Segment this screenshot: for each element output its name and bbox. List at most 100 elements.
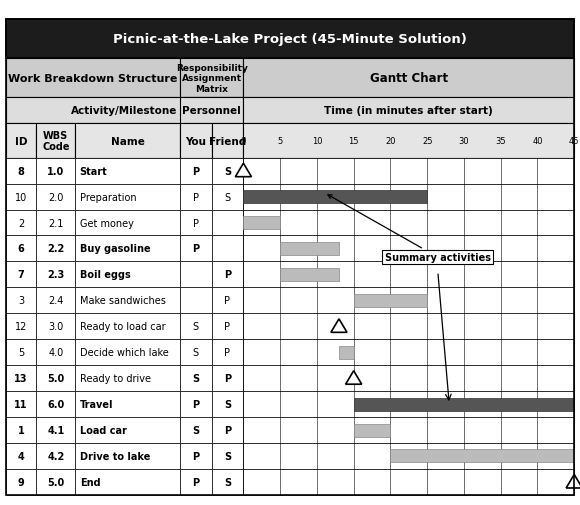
Bar bbox=[180, 210, 212, 236]
Bar bbox=[6, 469, 37, 495]
Bar bbox=[244, 262, 574, 288]
Bar bbox=[180, 288, 212, 314]
Text: P: P bbox=[193, 218, 199, 228]
Text: 15: 15 bbox=[349, 137, 359, 146]
Bar bbox=[180, 469, 212, 495]
Bar bbox=[6, 210, 37, 236]
Text: P: P bbox=[224, 322, 230, 332]
Bar bbox=[6, 339, 37, 366]
Bar bbox=[244, 159, 574, 184]
Text: Gantt Chart: Gantt Chart bbox=[369, 72, 448, 85]
Bar bbox=[280, 268, 339, 281]
Text: Ready to drive: Ready to drive bbox=[79, 373, 151, 383]
Text: S: S bbox=[193, 322, 199, 332]
Polygon shape bbox=[235, 164, 252, 177]
Bar bbox=[75, 469, 180, 495]
Bar bbox=[354, 424, 390, 437]
Text: Make sandwiches: Make sandwiches bbox=[79, 296, 165, 306]
Bar bbox=[212, 184, 244, 210]
Polygon shape bbox=[566, 475, 580, 488]
Text: Personnel: Personnel bbox=[183, 106, 241, 116]
Text: S: S bbox=[193, 425, 200, 435]
Text: P: P bbox=[193, 451, 200, 461]
Text: 30: 30 bbox=[459, 137, 469, 146]
Text: Picnic-at-the-Lake Project (45-Minute Solution): Picnic-at-the-Lake Project (45-Minute So… bbox=[113, 33, 467, 46]
Bar bbox=[212, 339, 244, 366]
Bar bbox=[212, 366, 244, 391]
Polygon shape bbox=[331, 319, 347, 333]
Bar bbox=[37, 124, 75, 159]
Text: Get money: Get money bbox=[79, 218, 133, 228]
Text: P: P bbox=[224, 347, 230, 358]
Text: 7: 7 bbox=[18, 270, 24, 280]
Bar bbox=[37, 366, 75, 391]
Bar bbox=[6, 391, 37, 417]
Bar bbox=[212, 124, 244, 159]
Bar bbox=[75, 443, 180, 469]
Text: 1: 1 bbox=[18, 425, 24, 435]
Text: S: S bbox=[224, 166, 231, 176]
Text: 5.0: 5.0 bbox=[47, 373, 64, 383]
Bar bbox=[37, 469, 75, 495]
Bar bbox=[390, 449, 574, 463]
Text: S: S bbox=[224, 451, 231, 461]
Text: S: S bbox=[224, 477, 231, 487]
Text: 11: 11 bbox=[14, 399, 28, 409]
Text: 6: 6 bbox=[18, 244, 24, 254]
Bar bbox=[354, 398, 574, 411]
Text: You: You bbox=[186, 136, 206, 146]
Bar bbox=[37, 236, 75, 262]
Bar bbox=[37, 391, 75, 417]
Text: Preparation: Preparation bbox=[79, 192, 136, 202]
Bar bbox=[75, 236, 180, 262]
Bar bbox=[180, 366, 212, 391]
Text: Summary activities: Summary activities bbox=[328, 195, 491, 263]
Text: 3: 3 bbox=[18, 296, 24, 306]
Bar bbox=[244, 236, 574, 262]
Bar bbox=[180, 59, 244, 98]
Bar bbox=[212, 159, 244, 184]
Bar bbox=[212, 314, 244, 339]
Bar bbox=[180, 262, 212, 288]
Text: 2.2: 2.2 bbox=[47, 244, 64, 254]
Bar bbox=[212, 288, 244, 314]
Text: Name: Name bbox=[111, 136, 144, 146]
Text: 35: 35 bbox=[495, 137, 506, 146]
Bar bbox=[75, 262, 180, 288]
Text: Load car: Load car bbox=[79, 425, 126, 435]
Polygon shape bbox=[346, 371, 362, 384]
Bar bbox=[280, 242, 339, 256]
Bar bbox=[6, 159, 37, 184]
Bar bbox=[244, 184, 574, 210]
Text: P: P bbox=[224, 270, 231, 280]
Text: 5.0: 5.0 bbox=[47, 477, 64, 487]
Bar bbox=[212, 210, 244, 236]
Text: Travel: Travel bbox=[79, 399, 113, 409]
Bar bbox=[6, 59, 180, 98]
Text: 45: 45 bbox=[569, 137, 579, 146]
Text: Decide which lake: Decide which lake bbox=[79, 347, 168, 358]
Bar bbox=[37, 288, 75, 314]
Text: 40: 40 bbox=[532, 137, 543, 146]
Bar bbox=[244, 210, 574, 236]
Text: Buy gasoline: Buy gasoline bbox=[79, 244, 150, 254]
Text: Responsibility
Assignment
Matrix: Responsibility Assignment Matrix bbox=[176, 64, 248, 93]
Bar bbox=[244, 469, 574, 495]
Text: Drive to lake: Drive to lake bbox=[79, 451, 150, 461]
Bar bbox=[37, 210, 75, 236]
Text: P: P bbox=[193, 477, 200, 487]
Bar bbox=[180, 339, 212, 366]
Bar bbox=[180, 98, 244, 124]
Text: 10: 10 bbox=[311, 137, 322, 146]
Text: Time (in minutes after start): Time (in minutes after start) bbox=[324, 106, 493, 116]
Bar bbox=[180, 124, 212, 159]
Bar bbox=[75, 314, 180, 339]
Text: 25: 25 bbox=[422, 137, 433, 146]
Text: P: P bbox=[193, 166, 200, 176]
Bar bbox=[6, 443, 37, 469]
Bar bbox=[244, 314, 574, 339]
Text: 2.1: 2.1 bbox=[48, 218, 63, 228]
Bar bbox=[6, 20, 574, 59]
Text: 3.0: 3.0 bbox=[48, 322, 63, 332]
Text: 2.3: 2.3 bbox=[47, 270, 64, 280]
